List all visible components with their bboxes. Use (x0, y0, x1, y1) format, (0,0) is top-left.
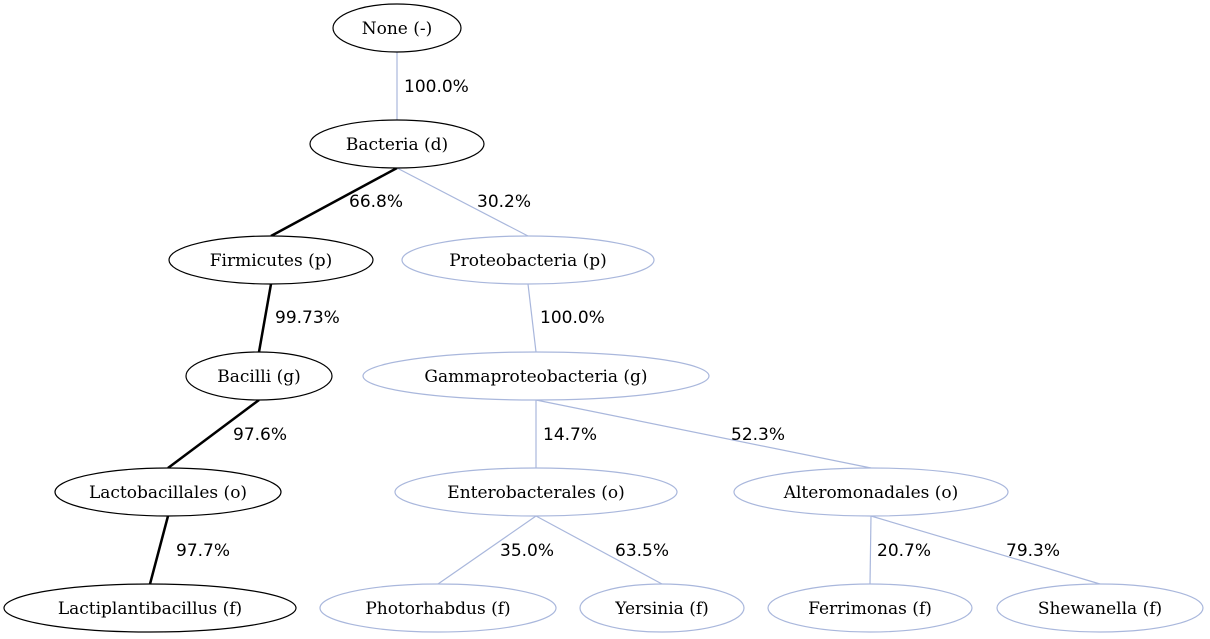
node-ellipse (996, 583, 1204, 633)
edge-bacteria-to-proteobacteria: 30.2% (396, 167, 531, 237)
edge-label: 97.7% (176, 541, 230, 561)
edge-label: 66.8% (349, 192, 403, 212)
edge-enterobacterales-to-photorhabdus: 35.0% (437, 515, 554, 585)
edge-firmicutes-to-bacilli: 99.73% (257, 283, 340, 353)
node-label: Gammaproteobacteria (g) (424, 367, 647, 387)
node-bacilli: Bacilli (g) (185, 351, 333, 401)
node-ellipse (394, 467, 678, 517)
edge-line (270, 166, 398, 238)
node-shewanella: Shewanella (f) (996, 583, 1204, 633)
node-gammaproteobacteria: Gammaproteobacteria (g) (362, 351, 710, 401)
node-ellipse (401, 235, 655, 285)
node-bacteria: Bacteria (d) (309, 119, 485, 169)
edge-enterobacterales-to-yersinia: 63.5% (535, 515, 669, 585)
node-ellipse (168, 235, 374, 285)
node-label: None (-) (362, 19, 433, 39)
node-ellipse (579, 583, 745, 633)
edge-gammaproteobacteria-to-enterobacterales: 14.7% (535, 400, 597, 468)
edge-label: 97.6% (233, 425, 287, 445)
edge-line (535, 515, 663, 585)
edge-line (148, 515, 170, 585)
edge-line (437, 515, 537, 585)
edge-label: 30.2% (477, 192, 531, 212)
node-ellipse (767, 583, 973, 633)
edge-alteromonadales-to-shewanella: 79.3% (870, 515, 1101, 585)
node-enterobacterales: Enterobacterales (o) (394, 467, 678, 517)
node-ellipse (733, 467, 1009, 517)
node-ferrimonas: Ferrimonas (f) (767, 583, 973, 633)
node-label: Lactiplantibacillus (f) (58, 599, 242, 619)
node-ellipse (362, 351, 710, 401)
node-label: Lactobacillales (o) (89, 483, 247, 503)
node-ellipse (3, 583, 297, 633)
nodes-layer: None (-) Bacteria (d) Firmicutes (p) Proteo… (3, 3, 1204, 633)
edge-alteromonadales-to-ferrimonas: 20.7% (869, 515, 931, 585)
edge-line (535, 399, 872, 469)
edge-bacteria-to-firmicutes: 66.8% (270, 166, 403, 238)
node-label: Yersinia (f) (614, 599, 709, 619)
node-label: Ferrimonas (f) (808, 599, 932, 619)
node-proteobacteria: Proteobacteria (p) (401, 235, 655, 285)
edge-label: 63.5% (615, 541, 669, 561)
edge-label: 99.73% (275, 308, 340, 328)
edge-bacilli-to-lactobacillales: 97.6% (167, 398, 287, 470)
node-label: Photorhabdus (f) (365, 599, 510, 619)
edges-layer: 100.0% 66.8% 30.2% 99.73% 100.0% 97.6% 14.7% 52… (148, 52, 1101, 585)
edge-label: 35.0% (500, 541, 554, 561)
edge-line (870, 515, 1101, 585)
node-alteromonadales: Alteromonadales (o) (733, 467, 1009, 517)
edge-label: 52.3% (731, 425, 785, 445)
edge-gammaproteobacteria-to-alteromonadales: 52.3% (535, 399, 872, 469)
edge-label: 20.7% (877, 541, 931, 561)
edge-line (257, 283, 273, 353)
node-photorhabdus: Photorhabdus (f) (319, 583, 557, 633)
edge-label: 14.7% (543, 425, 597, 445)
edge-label: 100.0% (404, 77, 469, 97)
node-label: Bacteria (d) (346, 135, 448, 155)
node-ellipse (54, 467, 282, 517)
node-label: Proteobacteria (p) (449, 251, 607, 271)
edge-line (869, 515, 872, 585)
node-lactobacillales: Lactobacillales (o) (54, 467, 282, 517)
edge-label: 79.3% (1006, 541, 1060, 561)
node-label: Firmicutes (p) (210, 251, 333, 271)
node-ellipse (185, 351, 333, 401)
edge-line (396, 167, 529, 237)
node-yersinia: Yersinia (f) (579, 583, 745, 633)
edge-line (167, 398, 260, 470)
node-label: Enterobacterales (o) (447, 483, 624, 503)
edge-line (527, 283, 537, 353)
edge-lactobacillales-to-lactiplantibacillus: 97.7% (148, 515, 230, 585)
edge-proteobacteria-to-gammaproteobacteria: 100.0% (527, 283, 605, 353)
edge-none-to-bacteria: 100.0% (396, 52, 469, 120)
node-firmicutes: Firmicutes (p) (168, 235, 374, 285)
node-label: Alteromonadales (o) (783, 483, 959, 503)
node-ellipse (309, 119, 485, 169)
node-label: Bacilli (g) (217, 367, 300, 387)
edge-label: 100.0% (540, 308, 605, 328)
node-lactiplantibacillus: Lactiplantibacillus (f) (3, 583, 297, 633)
node-ellipse (319, 583, 557, 633)
node-none: None (-) (332, 3, 462, 53)
node-ellipse (332, 3, 462, 53)
node-label: Shewanella (f) (1038, 599, 1162, 619)
